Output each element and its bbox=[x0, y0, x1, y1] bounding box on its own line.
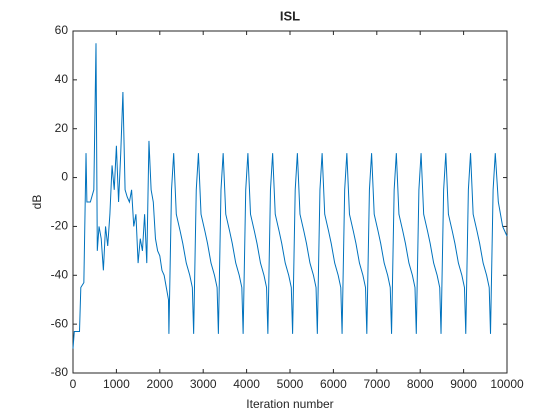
x-tick-label: 5000 bbox=[277, 377, 304, 391]
x-tick-label: 9000 bbox=[450, 377, 477, 391]
x-tick-label: 2000 bbox=[146, 377, 173, 391]
x-tick-label: 3000 bbox=[190, 377, 217, 391]
y-tick-label: -40 bbox=[51, 267, 69, 281]
x-tick-label: 4000 bbox=[233, 377, 260, 391]
x-tick-label: 1000 bbox=[103, 377, 130, 391]
x-tick-label: 8000 bbox=[407, 377, 434, 391]
y-tick-label: 60 bbox=[55, 23, 69, 37]
y-tick-label: 0 bbox=[61, 170, 68, 184]
y-tick-label: 20 bbox=[55, 121, 69, 135]
y-axis-label: dB bbox=[30, 195, 44, 210]
x-tick-label: 7000 bbox=[363, 377, 390, 391]
y-tick-label: -60 bbox=[51, 316, 69, 330]
x-tick-label: 6000 bbox=[320, 377, 347, 391]
chart-title: ISL bbox=[280, 8, 300, 23]
plot-area bbox=[72, 30, 508, 374]
x-tick-label: 0 bbox=[70, 377, 77, 391]
y-tick-label: -20 bbox=[51, 219, 69, 233]
y-tick-label: 40 bbox=[55, 72, 69, 86]
x-axis-label: Iteration number bbox=[246, 397, 333, 411]
y-tick-label: -80 bbox=[51, 365, 69, 379]
data-line bbox=[72, 43, 508, 349]
x-tick-label: 10000 bbox=[490, 377, 524, 391]
